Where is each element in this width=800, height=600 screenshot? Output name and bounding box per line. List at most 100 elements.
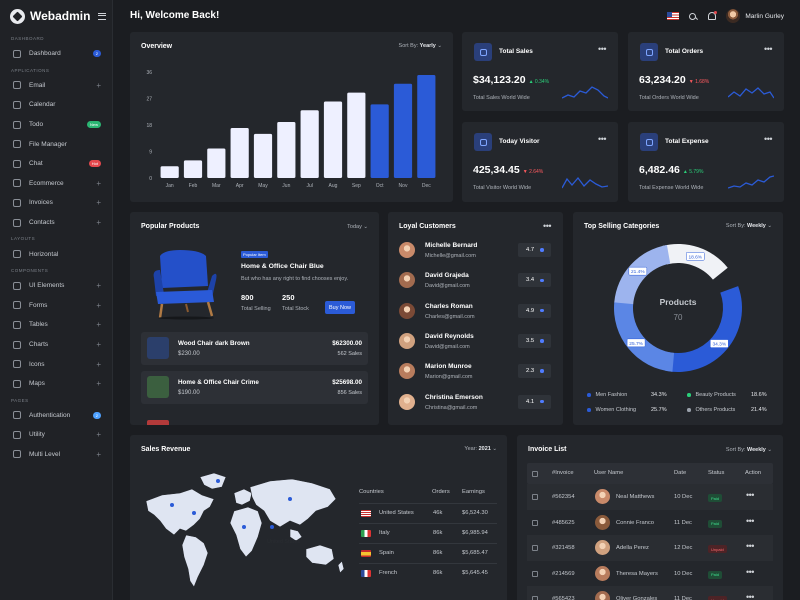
sidebar-item-todo[interactable]: Todo New: [0, 115, 112, 135]
expand-plus-icon[interactable]: +: [96, 178, 101, 188]
bar-feb[interactable]: [183, 160, 203, 178]
sidebar-item-tables[interactable]: Tables +: [0, 315, 112, 335]
menu-toggle-icon[interactable]: [98, 12, 107, 20]
row-checkbox[interactable]: [532, 596, 538, 600]
sidebar-item-authentication[interactable]: Authentication 2: [0, 406, 112, 426]
row-checkbox[interactable]: [532, 570, 538, 577]
table-row[interactable]: #214569 Theresa Mayers 10 Dec Paid •••: [527, 561, 773, 587]
expand-plus-icon[interactable]: +: [96, 430, 101, 440]
more-icon[interactable]: •••: [764, 134, 772, 144]
expand-plus-icon[interactable]: +: [96, 359, 101, 369]
row-checkbox[interactable]: [532, 519, 538, 526]
expand-plus-icon[interactable]: +: [96, 80, 101, 90]
bar-mar[interactable]: [207, 148, 226, 178]
invoice-id[interactable]: #565423: [552, 596, 575, 600]
revenue-row[interactable]: United States 46k $6,524.30: [359, 503, 497, 523]
bell-icon[interactable]: [708, 11, 718, 20]
revenue-col-header: Orders: [432, 489, 450, 495]
invoice-id[interactable]: #214569: [552, 570, 575, 577]
overview-sort[interactable]: Sort By: Yearly ⌄: [399, 43, 442, 49]
expand-plus-icon[interactable]: +: [96, 198, 101, 208]
sidebar-item-multi-level[interactable]: Multi Level +: [0, 445, 112, 465]
sidebar-item-ecommerce[interactable]: Ecommerce +: [0, 174, 112, 194]
expand-plus-icon[interactable]: +: [96, 300, 101, 310]
bar-nov[interactable]: [393, 83, 413, 178]
select-all-checkbox[interactable]: [532, 470, 538, 477]
expand-plus-icon[interactable]: +: [96, 340, 101, 350]
donut-slice-women-clothing[interactable]: [614, 301, 675, 372]
customer-row[interactable]: David Reynolds David@gmail.com 3.5: [399, 326, 551, 356]
table-row[interactable]: #565423 Oliver Gonzales 11 Dec Unpaid •••: [527, 586, 773, 600]
donut-slice-men-fashion[interactable]: [665, 286, 742, 372]
sidebar-item-email[interactable]: Email +: [0, 76, 112, 96]
customer-row[interactable]: David Grajeda David@gmail.com 3.4: [399, 265, 551, 295]
invoice-id[interactable]: #321458: [552, 545, 575, 551]
more-actions-icon[interactable]: •••: [746, 541, 754, 551]
expand-plus-icon[interactable]: +: [96, 449, 101, 459]
bar-oct[interactable]: [370, 104, 389, 178]
invoice-sort[interactable]: Sort By: Weekly ⌄: [726, 447, 772, 453]
row-checkbox[interactable]: [532, 494, 538, 500]
bar-jun[interactable]: [277, 122, 296, 178]
sidebar-item-maps[interactable]: Maps +: [0, 374, 112, 394]
expand-plus-icon[interactable]: +: [96, 218, 101, 228]
bar-may[interactable]: [253, 133, 273, 178]
bar-dec[interactable]: [417, 74, 436, 178]
bar-sep[interactable]: [347, 92, 366, 178]
revenue-row[interactable]: Spain 86k $5,685.47: [359, 543, 497, 563]
sidebar-item-contacts[interactable]: Contacts +: [0, 213, 112, 233]
more-icon[interactable]: •••: [764, 44, 772, 54]
bar-jan[interactable]: [160, 166, 179, 178]
sidebar-item-charts[interactable]: Charts +: [0, 335, 112, 355]
expand-plus-icon[interactable]: +: [96, 281, 101, 291]
expand-plus-icon[interactable]: +: [96, 320, 101, 330]
sidebar-item-ui-elements[interactable]: UI Elements +: [0, 276, 112, 296]
sidebar-item-forms[interactable]: Forms +: [0, 296, 112, 316]
product-amount: $62300.00: [332, 340, 362, 347]
table-row[interactable]: #485625 Connie Franco 11 Dec Paid •••: [527, 510, 773, 536]
sidebar-item-invoices[interactable]: Invoices +: [0, 193, 112, 213]
buy-now-button[interactable]: Buy Now: [325, 301, 355, 314]
revenue-year-select[interactable]: Year: 2021 ⌄: [464, 446, 497, 452]
more-actions-icon[interactable]: •••: [746, 515, 754, 526]
revenue-row[interactable]: French 86k $5,645.45: [359, 563, 497, 583]
sidebar-item-calendar[interactable]: Calendar: [0, 95, 112, 115]
bar-apr[interactable]: [230, 127, 249, 178]
more-icon[interactable]: •••: [543, 221, 551, 231]
bar-jul[interactable]: [300, 110, 319, 178]
product-row[interactable]: Wood Chair dark Brown $230.00 $62300.00 562…: [141, 332, 368, 365]
donut-slice-beauty-products[interactable]: [662, 244, 728, 280]
sidebar-item-chat[interactable]: Chat Hot: [0, 154, 112, 174]
more-actions-icon[interactable]: •••: [746, 566, 754, 577]
us-flag-icon[interactable]: [667, 12, 680, 20]
popular-filter[interactable]: Today ⌄: [347, 224, 368, 230]
customer-row[interactable]: Christina Emerson Christina@gmail.com 4.1: [399, 387, 551, 417]
avatar[interactable]: [726, 9, 741, 23]
product-row[interactable]: Home & Office Chair Crime $190.00 $25698.0…: [141, 371, 368, 404]
row-checkbox[interactable]: [532, 545, 538, 551]
revenue-row[interactable]: Italy 86k $6,985.94: [359, 523, 497, 543]
sidebar-item-label: Invoices: [29, 199, 53, 207]
more-actions-icon[interactable]: •••: [746, 592, 754, 600]
invoice-id[interactable]: #485625: [552, 519, 575, 526]
featured-product-name[interactable]: Home & Office Chair Blue: [241, 263, 324, 270]
more-actions-icon[interactable]: •••: [746, 490, 754, 500]
table-row[interactable]: #562354 Neal Matthews 10 Dec Paid •••: [527, 484, 773, 510]
categories-sort[interactable]: Sort By: Weekly ⌄: [726, 223, 772, 229]
expand-plus-icon[interactable]: +: [96, 379, 101, 389]
customer-row[interactable]: Michelle Bernard Michelle@gmail.com 4.7: [399, 235, 551, 265]
more-icon[interactable]: •••: [598, 134, 606, 144]
bar-aug[interactable]: [323, 101, 343, 178]
customer-row[interactable]: Marion Munroe Marion@gmail.com 2.3: [399, 356, 551, 386]
sidebar-item-icons[interactable]: Icons +: [0, 354, 112, 374]
sidebar-item-dashboard[interactable]: Dashboard 2: [0, 44, 112, 64]
invoice-id[interactable]: #562354: [552, 494, 575, 500]
sidebar-item-horizontal[interactable]: Horizontal: [0, 244, 112, 264]
user-name[interactable]: Marlin Gurley: [745, 12, 784, 20]
sidebar-item-utility[interactable]: Utility +: [0, 425, 112, 445]
more-icon[interactable]: •••: [598, 44, 606, 54]
sidebar-item-file-manager[interactable]: File Manager: [0, 134, 112, 154]
table-row[interactable]: #321458 Adella Perez 12 Dec Unpaid •••: [527, 535, 773, 561]
customer-row[interactable]: Charles Roman Charles@gmail.com 4.9: [399, 296, 551, 326]
search-icon[interactable]: [689, 12, 697, 20]
